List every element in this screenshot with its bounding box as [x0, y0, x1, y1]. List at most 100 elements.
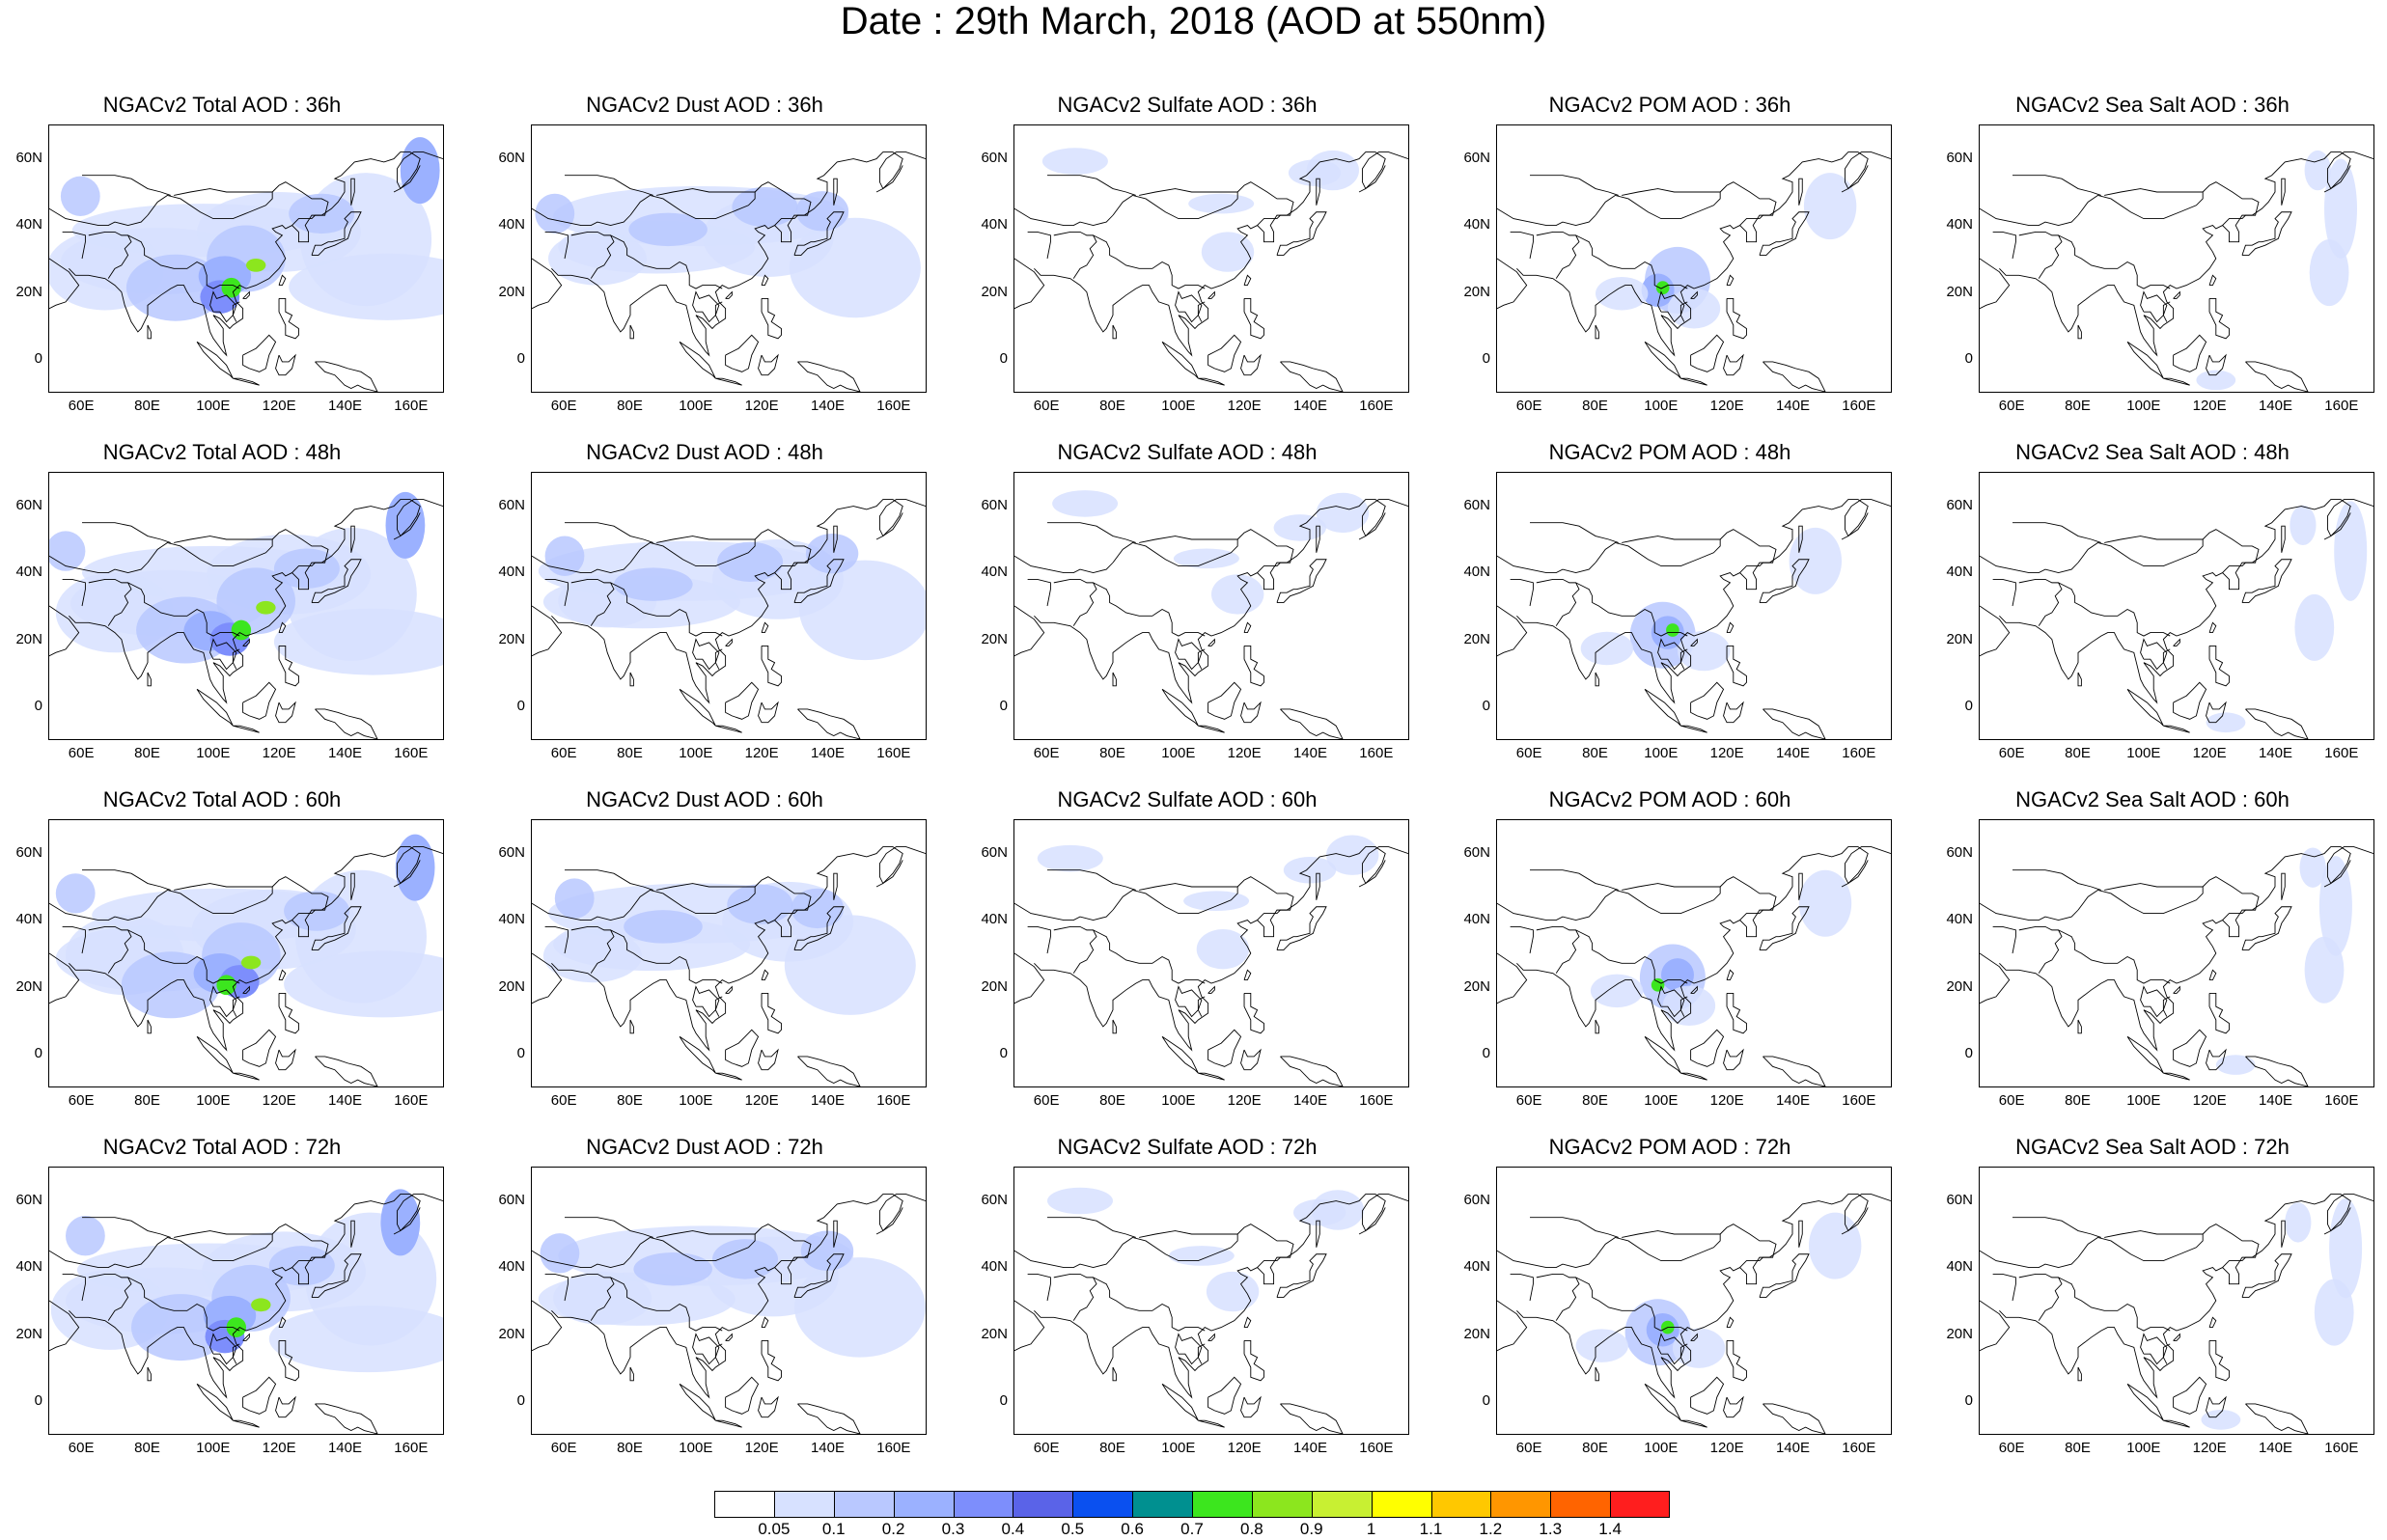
- coastline: [1726, 621, 1735, 634]
- aod-blob: [540, 1233, 580, 1274]
- coastline: [1644, 1383, 1681, 1421]
- x-tick-label: 120E: [744, 745, 779, 761]
- y-tick-label: 40N: [981, 564, 1008, 581]
- coastline: [2206, 701, 2227, 724]
- y-tick-label: 60N: [1946, 843, 1973, 861]
- coastline: [1014, 952, 1045, 1004]
- y-tick-label: 60N: [981, 1191, 1008, 1208]
- coastline: [147, 536, 273, 567]
- y-tick-label: 20N: [1463, 630, 1490, 647]
- x-tick-label: 140E: [1775, 398, 1811, 414]
- panel-title: NGACv2 POM AOD : 60h: [1548, 787, 1791, 811]
- map-panel: NGACv2 Sulfate AOD : 72h 60N 40N 20N 0 60E 80E…: [965, 1134, 1448, 1491]
- coastline: [1243, 969, 1252, 981]
- coastline: [1161, 1383, 1199, 1421]
- coastline: [1595, 188, 1721, 220]
- y-tick-label: 60N: [981, 149, 1008, 166]
- coastline: [754, 181, 812, 226]
- coastline: [570, 578, 615, 626]
- coastline: [1679, 648, 1688, 670]
- y-tick-label: 40N: [498, 564, 525, 581]
- coastline: [725, 638, 733, 646]
- aod-blob: [1803, 173, 1857, 240]
- x-tick-label: 80E: [2065, 745, 2091, 761]
- coastline: [1690, 1333, 1698, 1341]
- colorbar-label: 0.05: [758, 1520, 791, 1538]
- coastline: [692, 638, 720, 671]
- aod-blob: [2299, 847, 2326, 888]
- coastline: [725, 334, 760, 372]
- coastline: [1207, 1376, 1242, 1415]
- map-plot-area: [531, 819, 927, 1087]
- x-tick-label: 140E: [1292, 1440, 1328, 1456]
- coastline: [311, 906, 362, 950]
- coastline: [1175, 985, 1203, 1018]
- aod-blob: [289, 193, 355, 234]
- map-panel: NGACv2 Total AOD : 36h 60N 40N 20N 0 60E 80E 10…: [0, 92, 483, 449]
- coastline: [2241, 1253, 2292, 1298]
- coastline: [833, 1220, 838, 1248]
- coastline: [196, 1035, 234, 1074]
- coastline: [1530, 175, 1619, 196]
- coastline: [2208, 645, 2230, 687]
- coastline: [679, 1383, 716, 1421]
- aod-blob: [1196, 928, 1250, 970]
- coastline: [679, 1035, 716, 1074]
- aod-blob: [400, 137, 440, 205]
- coastline: [1980, 1300, 2011, 1352]
- map-panel: NGACv2 POM AOD : 60h 60N 40N 20N 0 60E 80E 100E…: [1448, 786, 1930, 1143]
- x-tick-label: 60E: [550, 398, 577, 414]
- coastline: [278, 645, 299, 687]
- coastline: [49, 207, 149, 227]
- coastline: [1759, 1253, 1810, 1298]
- coastline: [715, 1072, 742, 1081]
- coastline: [2058, 1277, 2171, 1332]
- coastline: [793, 211, 845, 256]
- x-tick-label: 80E: [617, 745, 643, 761]
- coastline: [570, 231, 615, 279]
- x-tick-label: 100E: [1161, 1092, 1196, 1109]
- coastline: [82, 869, 171, 891]
- coastline: [1657, 638, 1685, 671]
- x-tick-label: 140E: [810, 1092, 846, 1109]
- coastline: [82, 175, 171, 196]
- coastline: [1841, 860, 1869, 888]
- coastline: [1719, 1224, 1777, 1268]
- aod-blob: [1575, 1329, 1628, 1362]
- coastline: [1680, 725, 1707, 733]
- aod-blob: [535, 193, 575, 234]
- x-tick-label: 140E: [1292, 1092, 1328, 1109]
- colorbar-swatch: [1072, 1491, 1133, 1518]
- coastline: [1726, 1316, 1735, 1329]
- y-tick-label: 40N: [15, 564, 42, 581]
- coastline: [1980, 902, 2079, 921]
- coastline: [714, 1343, 723, 1364]
- x-tick-label: 100E: [1644, 1092, 1679, 1109]
- coastline: [2241, 211, 2292, 256]
- panel-title: NGACv2 Sulfate AOD : 60h: [1057, 787, 1318, 811]
- coastline: [1240, 701, 1262, 724]
- coastline: [271, 529, 329, 573]
- y-tick-label: 20N: [498, 283, 525, 300]
- colorbar-label: 1.3: [1539, 1520, 1563, 1538]
- coastline: [242, 290, 250, 299]
- coastline: [1047, 522, 1136, 543]
- x-tick-label: 160E: [2324, 1092, 2359, 1109]
- map-plot-area: [1013, 1167, 1409, 1435]
- y-tick-label: 0: [999, 1392, 1008, 1410]
- aod-blob: [795, 191, 849, 232]
- coastline: [62, 1273, 86, 1302]
- x-tick-label: 60E: [550, 1440, 577, 1456]
- coastline: [242, 638, 250, 646]
- coastline: [233, 725, 260, 733]
- coastline: [1207, 985, 1215, 994]
- aod-blob: [284, 891, 350, 931]
- coastline: [532, 605, 563, 657]
- coastline: [1516, 1194, 1891, 1399]
- y-tick-label: 20N: [981, 630, 1008, 647]
- coastline: [629, 1230, 756, 1262]
- coastline: [725, 1029, 760, 1067]
- coastline: [1175, 1333, 1203, 1365]
- y-tick-label: 40N: [981, 911, 1008, 928]
- coastline: [2018, 1273, 2063, 1321]
